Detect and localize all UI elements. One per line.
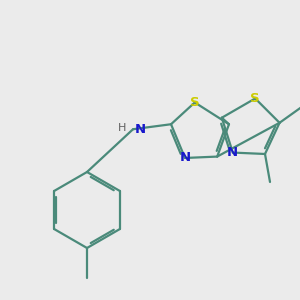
Text: S: S bbox=[190, 96, 200, 109]
Text: N: N bbox=[134, 123, 146, 136]
Text: H: H bbox=[118, 123, 126, 133]
Text: N: N bbox=[179, 152, 191, 164]
Text: N: N bbox=[227, 146, 238, 159]
Text: S: S bbox=[250, 92, 260, 105]
